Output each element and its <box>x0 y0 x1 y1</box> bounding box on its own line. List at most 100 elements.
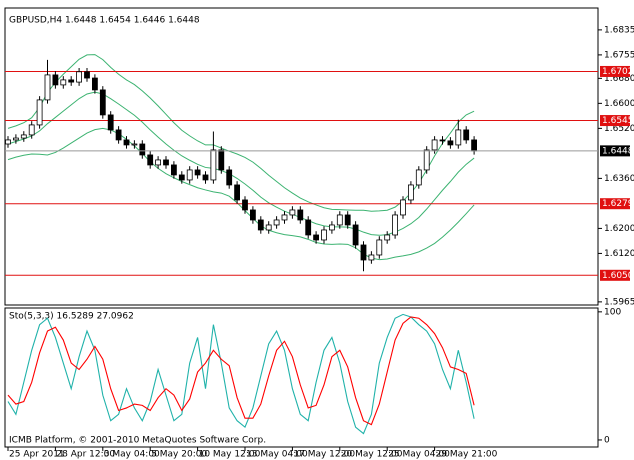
candle-body <box>234 184 241 201</box>
candle-body <box>344 214 351 226</box>
candle-body <box>471 139 478 152</box>
candle-body <box>170 164 177 176</box>
candle-body <box>139 143 146 156</box>
y-tick-label: 0 <box>604 435 610 445</box>
candle-body <box>20 134 27 139</box>
candle-body <box>28 124 35 136</box>
y-tick-label: 1.5965 <box>604 297 634 307</box>
x-tick-label: 17 May 12:00 <box>293 450 355 460</box>
level-label: 1.6702 <box>602 67 634 77</box>
level-label: 1.6545 <box>602 116 634 126</box>
candle-body <box>186 169 193 181</box>
candle-body <box>384 234 391 241</box>
chart-title: Sto(5,3,3) 16.5289 27.0962 <box>9 312 134 322</box>
candle-body <box>226 169 233 186</box>
candle-body <box>115 129 122 141</box>
candle-body <box>202 174 209 181</box>
candle-body <box>76 71 82 83</box>
candle-body <box>99 89 106 116</box>
candle-body <box>281 214 288 221</box>
candle-body <box>123 139 130 146</box>
x-tick-label: 5 May 20:00 <box>151 450 207 460</box>
candle-body <box>400 199 406 216</box>
annotation: ICMB Platform, © 2001-2010 MetaQuotes So… <box>9 436 266 446</box>
y-tick-label: 1.6600 <box>604 99 634 109</box>
level-label: 1.6279 <box>602 199 634 209</box>
candle-body <box>5 139 11 145</box>
x-tick-label: 10 May 12:00 <box>199 450 261 460</box>
y-tick-label: 100 <box>604 307 621 317</box>
candle-body <box>242 199 248 211</box>
y-tick-label: 1.6360 <box>604 174 634 184</box>
candle-body <box>407 184 414 201</box>
y-tick-label: 1.6835 <box>604 25 634 35</box>
candle-body <box>289 209 296 216</box>
candle-body <box>313 234 320 241</box>
candle-body <box>147 154 154 166</box>
level-label: 1.6050 <box>602 271 634 281</box>
candle-body <box>210 149 217 181</box>
y-tick-label: 1.6200 <box>604 224 634 234</box>
candle-body <box>68 79 75 83</box>
candle-body <box>178 174 185 181</box>
candle-body <box>455 129 462 146</box>
candle-body <box>439 139 446 142</box>
candle-body <box>194 169 201 176</box>
candle-body <box>131 143 138 146</box>
candle-body <box>155 159 162 166</box>
candle-body <box>360 244 367 261</box>
chart-title: GBPUSD,H4 1.6448 1.6454 1.6446 1.6448 <box>9 16 200 26</box>
oscillator-line <box>7 313 475 435</box>
y-tick-label: 1.6120 <box>604 249 634 259</box>
oscillator-panel-frame <box>4 307 599 448</box>
oscillator-line <box>7 316 475 426</box>
candle-body <box>305 219 312 236</box>
candle-body <box>447 140 454 146</box>
candle-body <box>431 139 438 151</box>
candle-body <box>218 149 225 171</box>
level-label-box <box>600 269 630 281</box>
candle-body <box>52 74 59 86</box>
bollinger-band <box>7 127 475 261</box>
x-tick-label: 20 May 12:00 <box>341 450 403 460</box>
candle-body <box>92 77 98 91</box>
level-label-box <box>600 115 630 127</box>
y-tick-label: 1.6680 <box>604 74 634 84</box>
candle-body <box>107 114 114 131</box>
candle-body <box>273 219 280 226</box>
candle-body <box>36 99 43 126</box>
candle-body <box>321 229 327 241</box>
candle-body <box>249 209 256 221</box>
x-tick-label: 29 May 21:00 <box>436 450 498 460</box>
x-tick-label: 25 May 04:00 <box>388 450 450 460</box>
candle-body <box>60 79 67 86</box>
last-price-box <box>600 145 630 157</box>
candle-body <box>423 149 430 171</box>
candle-body <box>415 169 422 186</box>
candle-body <box>44 74 51 101</box>
candle-body <box>257 219 264 231</box>
candle-body <box>352 224 359 246</box>
candle-body <box>328 224 335 231</box>
candle-body <box>463 129 470 141</box>
x-tick-label: 3 May 04:00 <box>104 450 160 460</box>
last-price-label: 1.6448 <box>602 146 634 156</box>
candle-body <box>392 214 399 236</box>
x-tick-label: 25 Apr 2011 <box>9 450 65 460</box>
y-tick-label: 1.6520 <box>604 124 634 134</box>
candle-body <box>12 137 19 141</box>
candle-body <box>84 71 90 79</box>
bollinger-band <box>7 54 475 212</box>
level-label-box <box>600 198 630 210</box>
candle-body <box>376 239 383 256</box>
y-tick-label: 1.6755 <box>604 50 634 60</box>
x-tick-label: 13 May 04:00 <box>246 450 308 460</box>
candle-body <box>336 214 343 226</box>
candle-body <box>368 254 375 261</box>
candle-body <box>297 209 304 221</box>
candle-body <box>163 159 169 166</box>
level-label-box <box>600 65 630 77</box>
x-tick-label: 28 Apr 12:00 <box>56 450 115 460</box>
